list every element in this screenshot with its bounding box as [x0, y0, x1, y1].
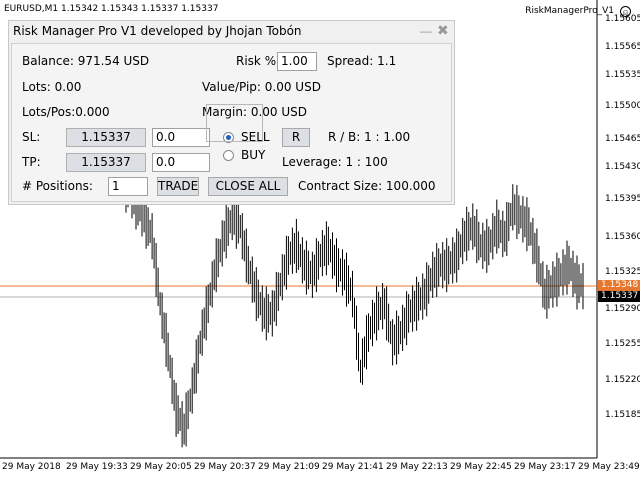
- panel-body: Balance: 971.54 USD Risk % 1.00 Spread: …: [11, 43, 452, 202]
- direction-radio-group: [206, 104, 263, 142]
- risk-label: Risk %: [236, 54, 277, 68]
- lots-label: Lots: 0.00: [22, 80, 82, 94]
- risk-input[interactable]: 1.00: [277, 52, 317, 71]
- buy-label: BUY: [241, 148, 266, 162]
- time-tick: 29 May 23:17: [514, 462, 576, 472]
- tp-price-field: 1.15337: [66, 153, 146, 172]
- trade-button[interactable]: TRADE: [157, 177, 199, 196]
- risk-manager-panel[interactable]: Risk Manager Pro V1 developed by Jhojan …: [8, 20, 455, 205]
- sl-price-field: 1.15337: [66, 128, 146, 147]
- time-tick: 29 May 21:41: [322, 462, 384, 472]
- price-tick: 1.15465: [605, 134, 640, 144]
- price-tick: 1.15325: [605, 267, 640, 277]
- positions-label: # Positions:: [22, 179, 93, 193]
- leverage-label: Leverage: 1 : 100: [282, 155, 388, 169]
- sl-label: SL:: [22, 130, 41, 144]
- symbol-info: EURUSD,M1 1.15342 1.15343 1.15337 1.1533…: [4, 4, 219, 14]
- time-tick: 29 May 20:37: [194, 462, 256, 472]
- margin-label: Margin: 0.00 USD: [202, 105, 308, 119]
- price-tick: 1.15395: [605, 194, 640, 204]
- panel-title: Risk Manager Pro V1 developed by Jhojan …: [13, 24, 302, 38]
- time-tick: 29 May 22:45: [450, 462, 512, 472]
- balance-label: Balance: 971.54 USD: [22, 54, 150, 68]
- price-tick: 1.15360: [605, 232, 640, 242]
- time-tick: 29 May 2018: [2, 462, 61, 472]
- price-tick: 1.15255: [605, 339, 640, 349]
- value-pip-label: Value/Pip: 0.00 USD: [202, 80, 321, 94]
- time-tick: 29 May 22:13: [386, 462, 448, 472]
- expert-advisor-name: RiskManagerPro_V1: [525, 6, 614, 16]
- sell-radio[interactable]: [223, 132, 234, 143]
- close-icon[interactable]: ✖: [437, 22, 449, 38]
- time-tick: 29 May 20:05: [130, 462, 192, 472]
- sl-input[interactable]: 0.0: [152, 128, 210, 147]
- time-tick: 29 May 19:33: [66, 462, 128, 472]
- price-tick: 1.15430: [605, 162, 640, 172]
- close-all-button[interactable]: CLOSE ALL: [208, 177, 288, 196]
- minimize-icon[interactable]: —: [420, 24, 432, 38]
- price-tick: 1.15500: [605, 101, 640, 111]
- rb-ratio-label: R / B: 1 : 1.00: [328, 130, 411, 144]
- r-button[interactable]: R: [282, 128, 310, 147]
- tp-label: TP:: [22, 155, 41, 169]
- price-tick: 1.15565: [605, 42, 640, 52]
- lots-pos-label: Lots/Pos:0.000: [22, 105, 110, 119]
- price-tick: 1.15185: [605, 410, 640, 420]
- tp-input[interactable]: 0.0: [152, 153, 210, 172]
- ask-price-tag: 1.15337: [598, 291, 640, 302]
- price-tick: 1.15290: [605, 304, 640, 314]
- price-tick: 1.15605: [605, 14, 640, 24]
- price-tick: 1.15535: [605, 70, 640, 80]
- buy-radio[interactable]: [223, 150, 234, 161]
- contract-size-label: Contract Size: 100.000: [298, 179, 436, 193]
- positions-input[interactable]: 1: [108, 177, 148, 196]
- bid-price-tag: 1.15348: [598, 280, 640, 291]
- time-tick: 29 May 21:09: [258, 462, 320, 472]
- time-tick: 29 May 23:49: [578, 462, 640, 472]
- price-tick: 1.15220: [605, 375, 640, 385]
- smiley-icon: ☺: [620, 6, 631, 17]
- spread-label: Spread: 1.1: [327, 54, 397, 68]
